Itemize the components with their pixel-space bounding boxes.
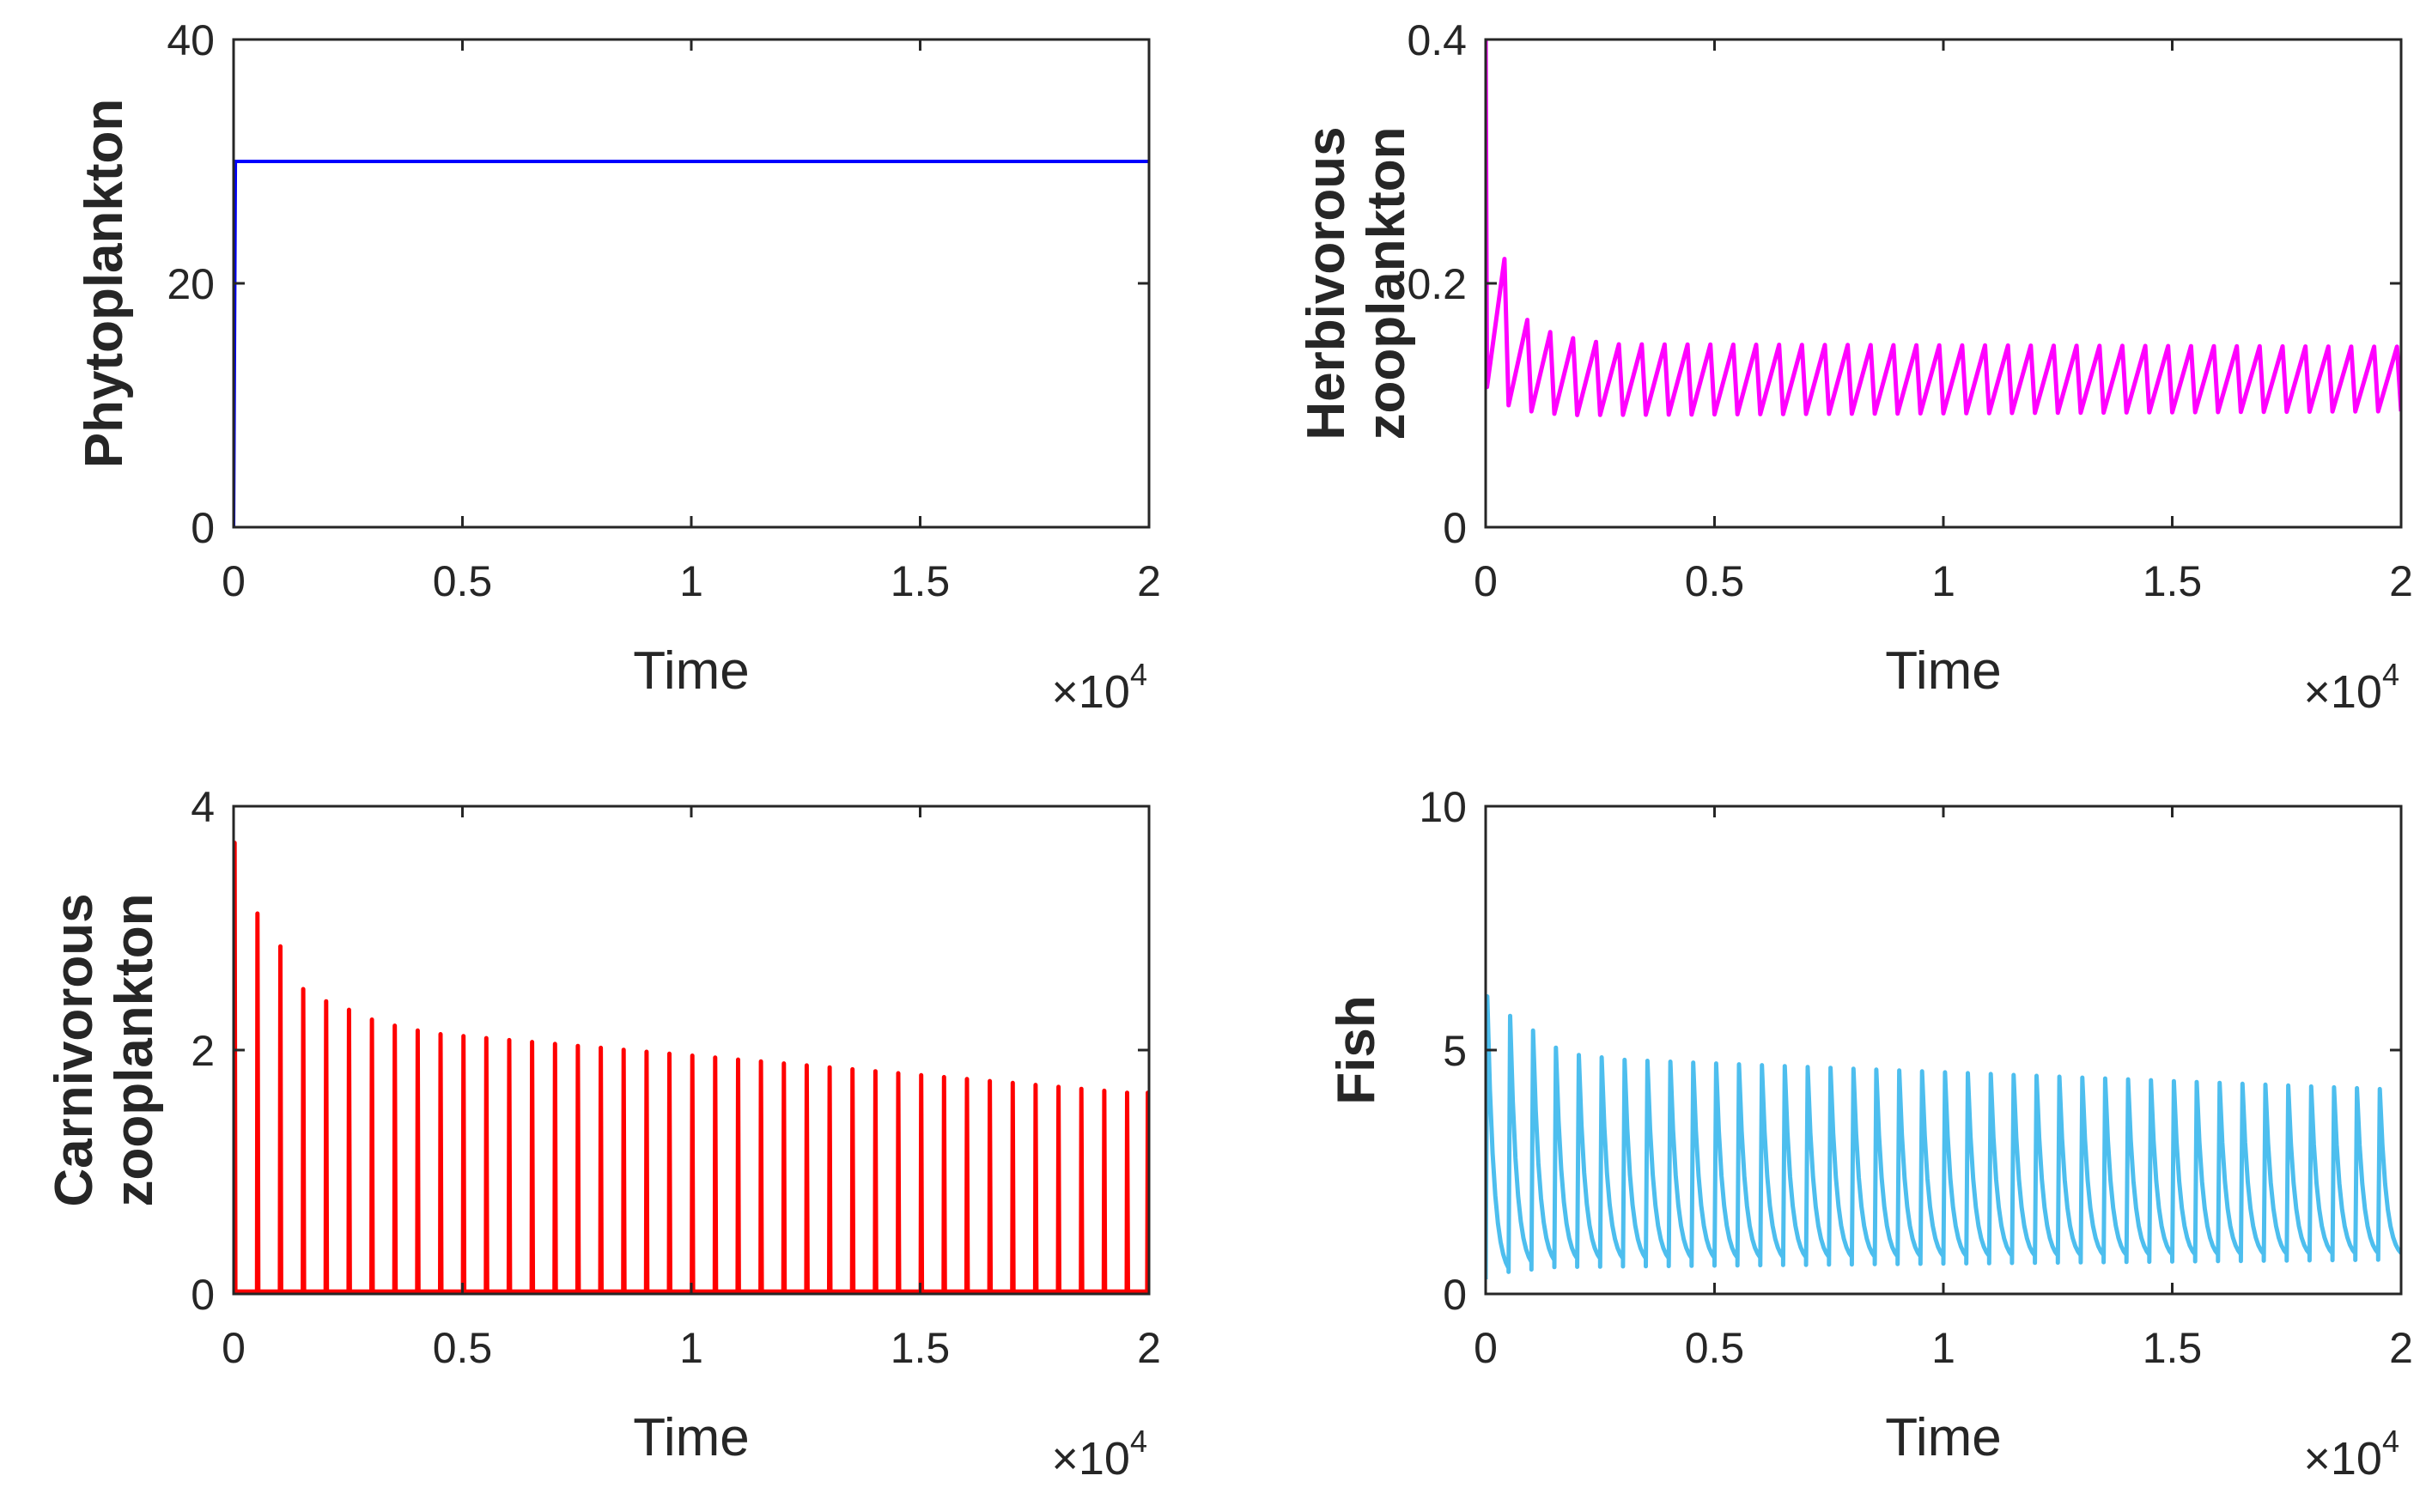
fish-x-multiplier: ×104 [2303, 1424, 2399, 1485]
carnivorous-zooplankton-x-tick-label: 2 [1137, 1324, 1161, 1372]
herbivorous-zooplankton-x-tick-label: 0.5 [1685, 557, 1745, 605]
carnivorous-zooplankton-series-line [234, 841, 1149, 1294]
herbivorous-zooplankton-x-tick-label: 0 [1474, 557, 1498, 605]
herbivorous-zooplankton-y-tick-label: 0.2 [1407, 260, 1467, 308]
herbivorous-zooplankton-series-line [1486, 39, 2401, 417]
phytoplankton-x-multiplier: ×104 [1051, 657, 1147, 718]
phytoplankton-axes-frame [232, 38, 1151, 529]
phytoplankton-y-tick-label: 40 [167, 16, 215, 64]
carnivorous-zooplankton-x-tick-label: 0 [222, 1324, 246, 1372]
carnivorous-zooplankton-x-multiplier: ×104 [1051, 1424, 1147, 1485]
herbivorous-zooplankton-x-multiplier: ×104 [2303, 657, 2399, 718]
carnivorous-zooplankton-y-axis-label: Carnivorous [45, 893, 104, 1206]
carnivorous-zooplankton-y-axis-label: zooplankton [105, 893, 164, 1206]
fish-x-tick-label: 1.5 [2143, 1324, 2203, 1372]
phytoplankton-x-tick-label: 0.5 [433, 557, 493, 605]
herbivorous-zooplankton-y-axis-label: zooplankton [1357, 126, 1416, 440]
fish-y-tick-label: 0 [1443, 1271, 1467, 1319]
carnivorous-zooplankton-panel: 0 0.5 1 1.5 2 0 2 4 Time ×104 Carnivorous zooplankt… [45, 783, 1161, 1485]
fish-x-axis-label: Time [1885, 1408, 2001, 1467]
carnivorous-zooplankton-y-tick-label: 4 [191, 783, 215, 831]
fish-series-line [1486, 994, 2401, 1280]
herbivorous-zooplankton-x-tick-label: 2 [2389, 557, 2413, 605]
fish-x-tick-label: 2 [2389, 1324, 2413, 1372]
carnivorous-zooplankton-y-tick-label: 0 [191, 1271, 215, 1319]
phytoplankton-x-tick-label: 2 [1137, 557, 1161, 605]
fish-x-tick-label: 1 [1931, 1324, 1955, 1372]
phytoplankton-x-tick-label: 1.5 [891, 557, 951, 605]
fish-y-tick-label: 5 [1443, 1027, 1467, 1075]
fish-x-tick-label: 0.5 [1685, 1324, 1745, 1372]
herbivorous-zooplankton-x-tick-label: 1 [1931, 557, 1955, 605]
herbivorous-zooplankton-axes-frame [1484, 38, 2403, 529]
herbivorous-zooplankton-y-tick-label: 0.4 [1407, 16, 1467, 64]
fish-panel: 0 0.5 1 1.5 2 0 5 10 Time ×104 Fish [1327, 783, 2413, 1485]
fish-y-axis-label: Fish [1327, 995, 1386, 1104]
fish-y-tick-label: 10 [1419, 783, 1467, 831]
herbivorous-zooplankton-y-axis-label: Herbivorous [1297, 126, 1356, 440]
carnivorous-zooplankton-x-tick-label: 0.5 [433, 1324, 493, 1372]
phytoplankton-x-tick-label: 1 [679, 557, 703, 605]
herbivorous-zooplankton-panel: 0 0.5 1 1.5 2 0 0.2 0.4 Time ×104 Herbivorous zoopl… [1297, 16, 2413, 718]
carnivorous-zooplankton-x-tick-label: 1.5 [891, 1324, 951, 1372]
phytoplankton-y-tick-label: 0 [191, 504, 215, 552]
phytoplankton-x-tick-label: 0 [222, 557, 246, 605]
herbivorous-zooplankton-x-axis-label: Time [1885, 641, 2001, 701]
carnivorous-zooplankton-x-axis-label: Time [633, 1408, 749, 1467]
phytoplankton-x-axis-label: Time [633, 641, 749, 701]
fish-x-tick-label: 0 [1474, 1324, 1498, 1372]
carnivorous-zooplankton-y-tick-label: 2 [191, 1027, 215, 1075]
phytoplankton-y-axis-label: Phytoplankton [75, 99, 134, 469]
carnivorous-zooplankton-x-tick-label: 1 [679, 1324, 703, 1372]
herbivorous-zooplankton-y-tick-label: 0 [1443, 504, 1467, 552]
phytoplankton-series-line [234, 160, 1149, 527]
phytoplankton-y-tick-label: 20 [167, 260, 215, 308]
herbivorous-zooplankton-x-tick-label: 1.5 [2143, 557, 2203, 605]
